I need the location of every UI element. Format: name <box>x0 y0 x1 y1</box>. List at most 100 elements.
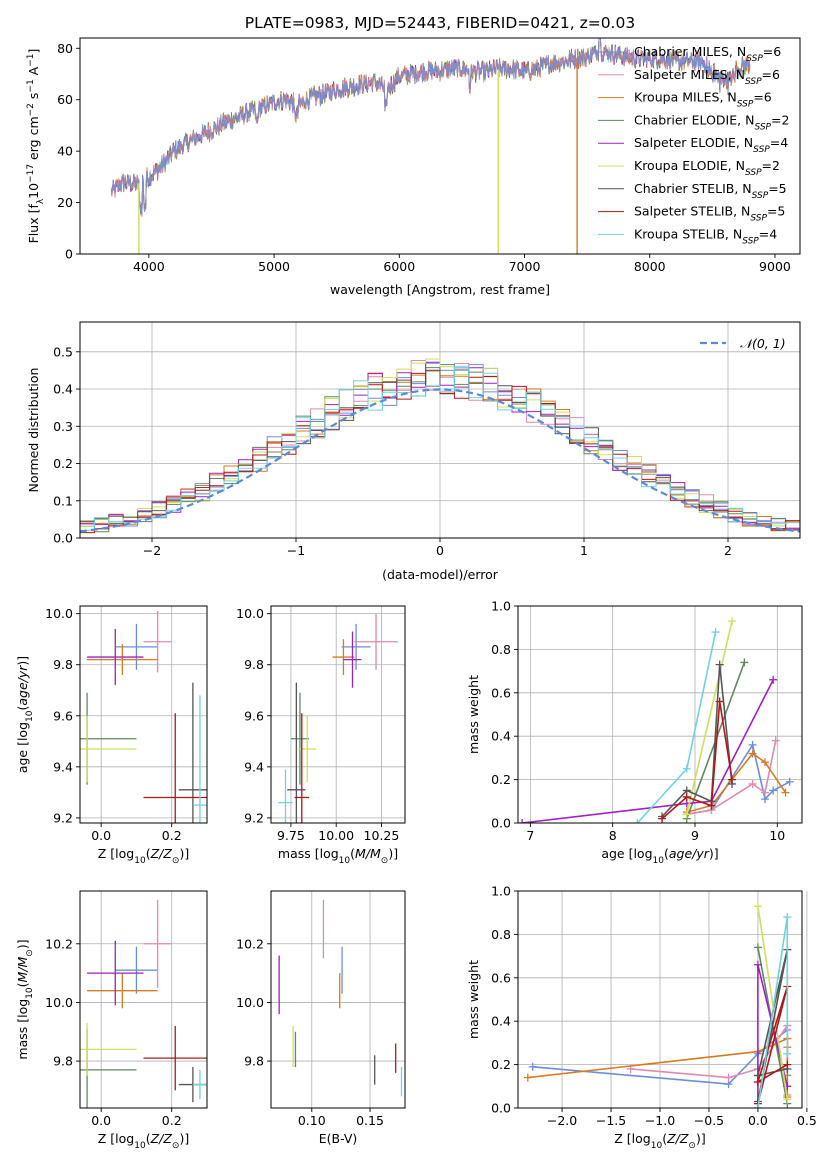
label-part: wavelength [Angstrom, rest frame] <box>330 282 550 297</box>
axes: −2 −1 0 1 2 0.0 0.1 0.2 0.3 0.4 0.5 <box>53 321 801 558</box>
x-tick-label: 8 <box>609 828 617 843</box>
label-part: Z/Z <box>150 1131 173 1146</box>
y-axis-label: Flux [fλ10−17 erg cm−2 s−1 A−1] <box>26 49 46 244</box>
y-tick-label: 9.8 <box>53 657 73 672</box>
weight-marker <box>769 786 778 795</box>
label-part: age/yr <box>669 846 710 861</box>
label-part: SSP <box>750 214 767 224</box>
label-part: −1 <box>26 54 36 67</box>
label-part: SSP <box>737 100 754 110</box>
label-part: Salpeter ELODIE, N <box>634 135 753 150</box>
label-part: =6 <box>762 67 780 82</box>
weight-marker <box>771 736 780 745</box>
label-part: age [log <box>601 846 652 861</box>
weight-marker <box>783 1049 792 1058</box>
y-tick-label: 0.8 <box>491 642 511 657</box>
label-part: ⊙ <box>172 1141 180 1151</box>
weight-marker <box>715 660 724 669</box>
label-part: SSP <box>752 191 769 201</box>
weight-marker <box>753 943 762 952</box>
spectrum-panel: 4000 5000 6000 7000 8000 9000 0 20 40 60 80 Chabrie… <box>26 37 801 297</box>
x-tick-label: 0.15 <box>356 1113 384 1128</box>
plot-area <box>278 613 398 823</box>
label-part: ⊙ <box>381 856 389 866</box>
x-tick-label: −2.0 <box>547 1113 577 1128</box>
x-tick-label: 9000 <box>759 259 791 274</box>
x-axis-label: wavelength [Angstrom, rest frame] <box>330 282 550 297</box>
histogram-series <box>80 369 800 531</box>
label-part: M/M <box>15 956 30 982</box>
weight-marker <box>748 779 757 788</box>
label-part: Z [log <box>614 1131 650 1146</box>
legend-label: Chabrier ELODIE, NSSP=2 <box>634 112 789 132</box>
label-part: SSP <box>745 168 762 178</box>
y-tick-label: 0.2 <box>53 456 73 471</box>
x-tick-label: 0.10 <box>298 1113 326 1128</box>
label-part: )] <box>179 1131 189 1146</box>
label-part: Flux [f <box>26 204 41 244</box>
label-part: ( <box>664 846 669 861</box>
label-part: Chabrier MILES, N <box>634 44 746 59</box>
weight-marker <box>728 775 737 784</box>
weight-series-line <box>756 986 789 1104</box>
y-tick-label: 10.0 <box>236 995 264 1010</box>
x-axis-label: Z [log10(Z/Z⊙)] <box>614 1131 705 1151</box>
label-part: erg cm <box>26 116 41 164</box>
label-part: ( <box>15 982 30 987</box>
x-tick-label: −1.5 <box>596 1113 626 1128</box>
weight-marker <box>682 792 691 801</box>
label-part: ( <box>146 846 151 861</box>
y-axis-label: mass weight <box>466 960 481 1039</box>
label-part: 10 <box>134 1141 146 1151</box>
label-part: −2 <box>26 103 36 116</box>
label-part: M/M <box>355 846 381 861</box>
y-tick-label: 0.6 <box>491 685 511 700</box>
y-tick-label: 60 <box>57 92 73 107</box>
label-part: SSP <box>753 145 770 155</box>
y-tick-label: 10.0 <box>45 995 73 1010</box>
y-tick-label: 10.2 <box>236 936 264 951</box>
label-part: ( <box>146 1131 151 1146</box>
x-axis-label: E(B-V) <box>319 1131 358 1146</box>
label-part: ⊙ <box>172 856 180 866</box>
label-part: mass weight <box>466 675 481 754</box>
label-part: Chabrier STELIB, N <box>634 181 752 196</box>
weight-marker <box>748 749 757 758</box>
label-part: mass [log <box>15 999 30 1060</box>
legend-label: Kroupa MILES, NSSP=6 <box>634 90 772 110</box>
weight-marker <box>707 801 716 810</box>
gridlines <box>518 605 802 824</box>
label-part: 10 <box>25 710 35 722</box>
label-part: Chabrier ELODIE, N <box>634 112 754 127</box>
label-part: 10 <box>26 183 41 199</box>
axes: 4000 5000 6000 7000 8000 9000 0 20 40 60 80 <box>57 37 801 274</box>
axes: 0.0 0.2 9.2 9.4 9.6 9.8 10.0 <box>45 605 208 843</box>
gridlines <box>80 606 207 823</box>
x-tick-label: −1 <box>287 543 305 558</box>
y-tick-label: 9.2 <box>244 810 264 825</box>
plot-area <box>80 611 207 823</box>
y-tick-label: 0.4 <box>491 729 511 744</box>
y-tick-label: 10.0 <box>236 606 264 621</box>
normal-curve <box>80 388 800 533</box>
label-part: =4 <box>759 226 777 241</box>
weight-marker <box>760 788 769 797</box>
y-tick-label: 80 <box>57 41 73 56</box>
axes: 0.10 0.15 9.8 10.0 10.2 <box>236 890 406 1128</box>
x-tick-label: −2 <box>143 543 161 558</box>
y-tick-label: 9.4 <box>244 759 264 774</box>
label-part: Z [log <box>98 1131 134 1146</box>
y-tick-label: 0.5 <box>53 344 73 359</box>
y-tick-label: 0 <box>65 247 73 262</box>
label-part: SSP <box>754 122 771 132</box>
legend-label: Chabrier MILES, NSSP=6 <box>634 44 781 64</box>
axes-frame <box>517 605 803 824</box>
x-axis-label: (data-model)/error <box>382 567 499 582</box>
label-part: age/yr <box>15 665 30 706</box>
label-part: 10 <box>651 1141 663 1151</box>
residuals-panel: −2 −1 0 1 2 0.0 0.1 0.2 0.3 0.4 0.5 𝒩(0, 1) (data-mo… <box>26 321 801 582</box>
y-tick-label: 9.2 <box>53 810 73 825</box>
y-tick-label: 0.1 <box>53 493 73 508</box>
label-part: (data-model)/error <box>382 567 499 582</box>
x-tick-label: 0.2 <box>162 828 182 843</box>
